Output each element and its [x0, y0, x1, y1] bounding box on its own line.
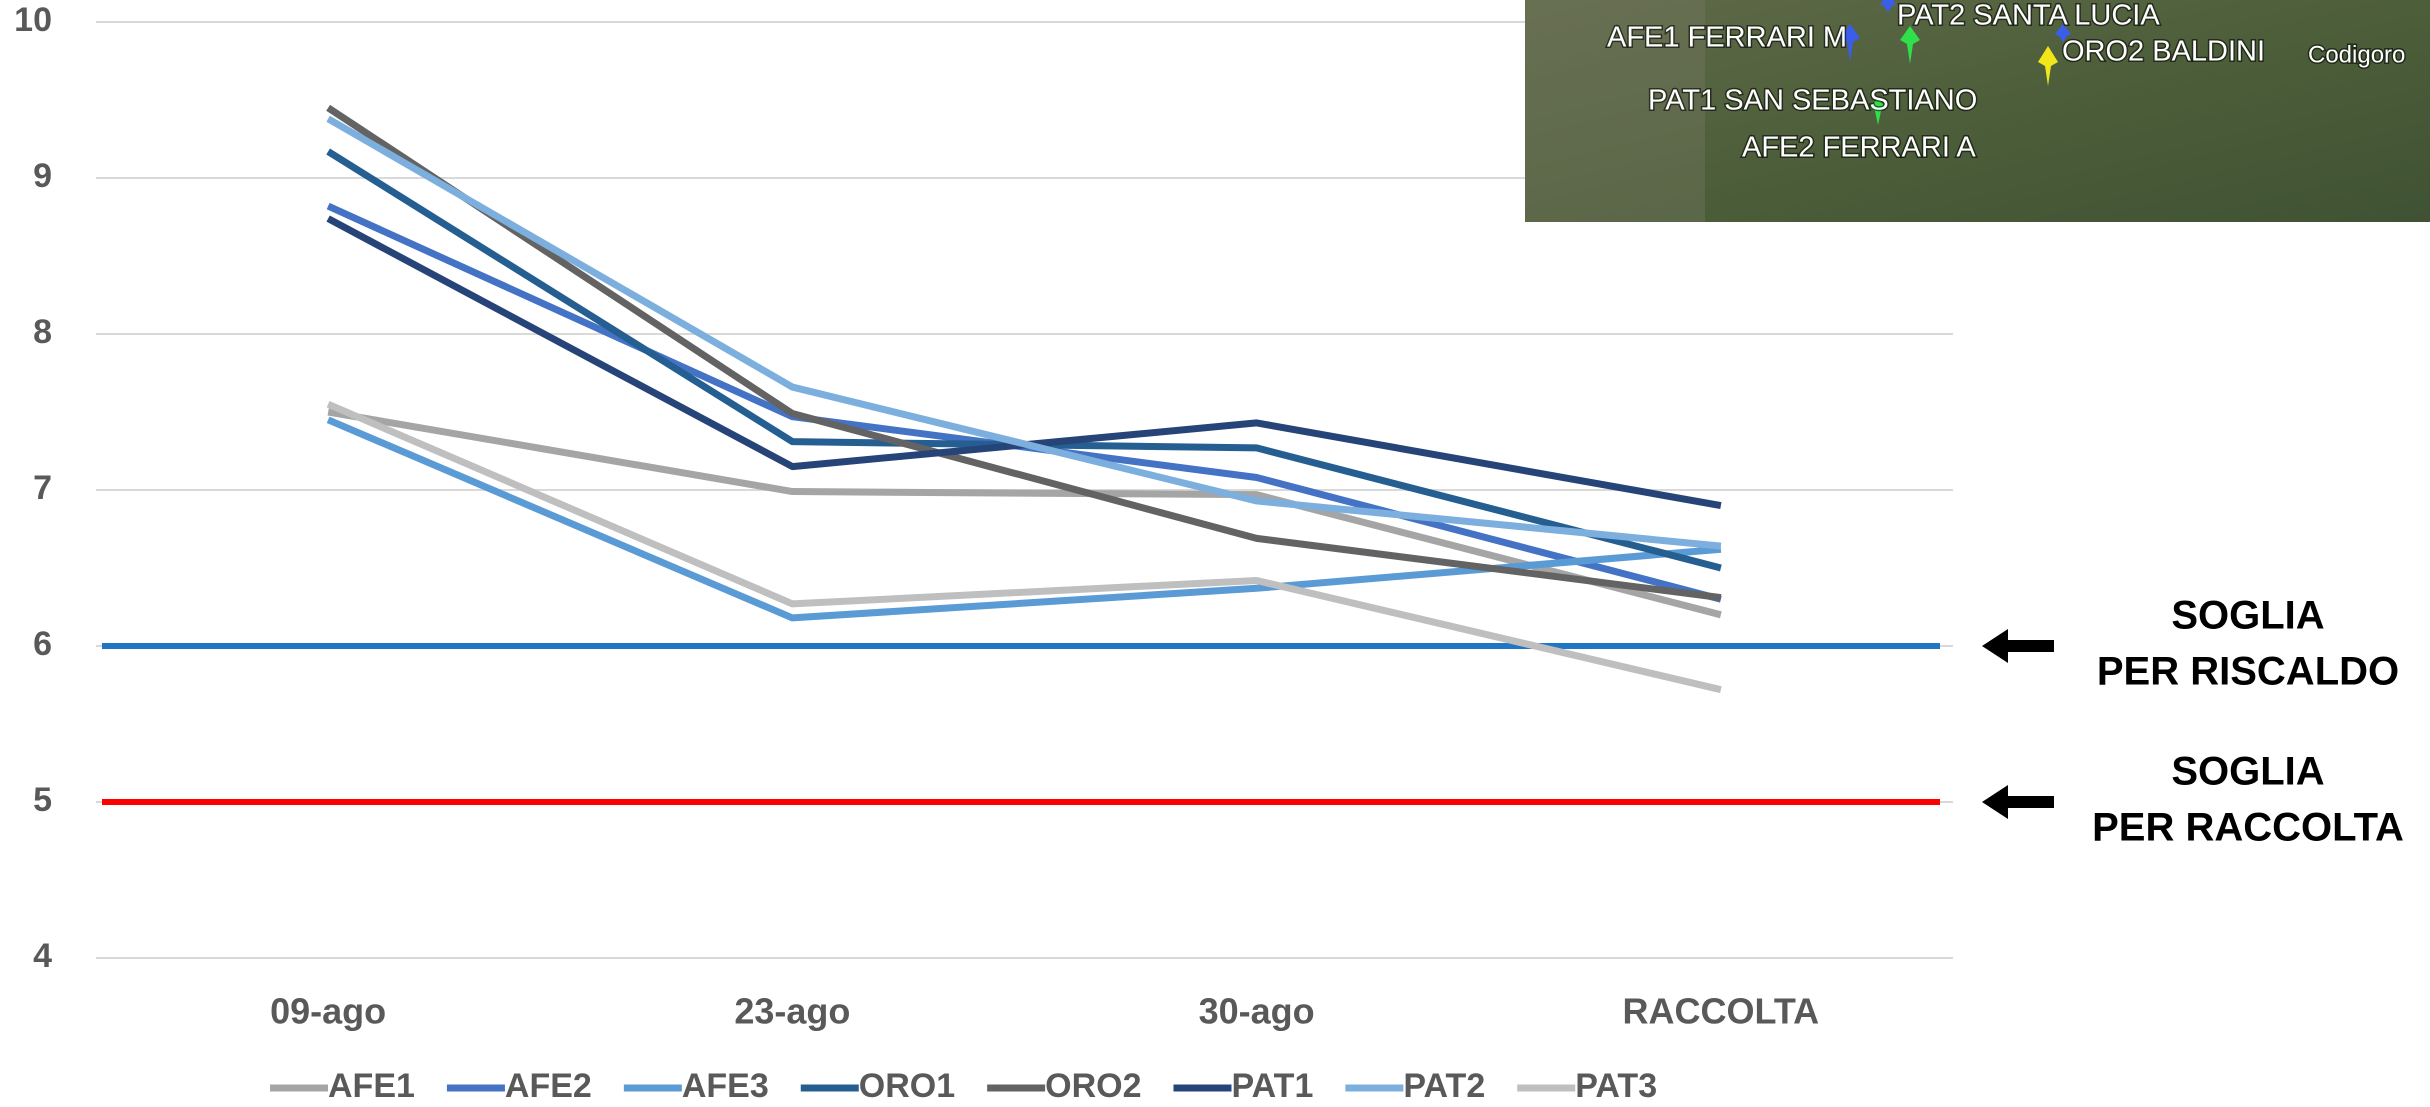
threshold-arrow: [1982, 629, 2054, 663]
legend-label: ORO1: [859, 1067, 955, 1105]
threshold-label: SOGLIA: [2171, 750, 2324, 794]
legend-label: PAT1: [1231, 1067, 1313, 1105]
y-tick-label: 8: [33, 313, 52, 351]
x-tick-label: 23-ago: [734, 991, 850, 1032]
map-label: AFE1 FERRARI M: [1607, 22, 1847, 54]
y-tick-label: 7: [33, 469, 52, 507]
legend-label: ORO2: [1045, 1067, 1141, 1105]
page: 4 5 6 7 8 9 10 09-ago 23-ago 30-ago RACCOLTA SOGLIA…: [0, 0, 2430, 1107]
legend-label: PAT3: [1575, 1067, 1657, 1105]
legend-label: AFE2: [505, 1067, 592, 1105]
y-tick-label: 9: [33, 157, 52, 195]
x-tick-label: 09-ago: [270, 991, 386, 1032]
map-label: AFE2 FERRARI A: [1742, 132, 1976, 164]
series-line: [328, 219, 1721, 506]
map: AFE1 FERRARI M PAT2 SANTA LUCIA ORO2 BAL…: [1525, 0, 2430, 222]
map-label: PAT1 SAN SEBASTIANO: [1648, 85, 1977, 117]
threshold-arrow: [1982, 785, 2054, 819]
threshold-label: PER RACCOLTA: [2092, 806, 2404, 850]
series-line: [328, 206, 1721, 599]
map-label: Codigoro: [2308, 41, 2405, 68]
x-tick-label: RACCOLTA: [1623, 991, 1820, 1032]
y-tick-label: 4: [33, 937, 52, 975]
map-label: ORO2 BALDINI: [2062, 36, 2265, 68]
x-tick-label: 30-ago: [1199, 991, 1315, 1032]
y-tick-label: 10: [14, 1, 52, 39]
y-tick-label: 6: [33, 625, 52, 663]
map-label: PAT2 SANTA LUCIA: [1897, 0, 2160, 32]
threshold-label: PER RISCALDO: [2097, 650, 2399, 694]
y-tick-label: 5: [33, 781, 52, 819]
legend-label: AFE3: [682, 1067, 769, 1105]
legend-label: AFE1: [328, 1067, 415, 1105]
threshold-label: SOGLIA: [2171, 594, 2324, 638]
chart: 4 5 6 7 8 9 10 09-ago 23-ago 30-ago RACCOLTA SOGLIA…: [0, 0, 2430, 1107]
legend-label: PAT2: [1403, 1067, 1485, 1105]
